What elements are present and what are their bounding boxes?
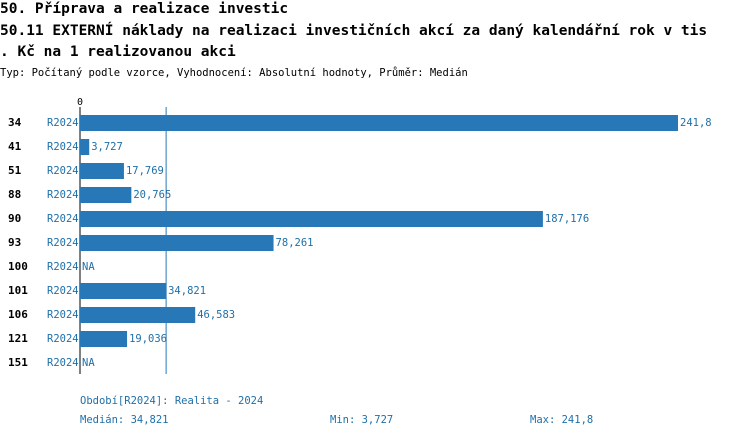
footer-median: Medián: 34,821	[80, 414, 169, 426]
value-label: 46,583	[197, 309, 235, 321]
value-label: 187,176	[545, 213, 589, 225]
footer-max: Max: 241,8	[530, 414, 593, 426]
series-label: R2024	[47, 213, 79, 225]
value-label: 19,036	[129, 333, 167, 345]
category-label: 121	[8, 332, 28, 345]
category-label: 101	[8, 284, 28, 297]
series-label: R2024	[47, 165, 79, 177]
category-label: 100	[8, 260, 28, 273]
bar	[80, 307, 196, 323]
bar	[80, 331, 128, 347]
bar	[80, 283, 167, 299]
x-tick-label: 0	[77, 97, 83, 108]
series-label: R2024	[47, 309, 79, 321]
value-label: 34,821	[168, 285, 206, 297]
series-label: R2024	[47, 285, 79, 297]
chart-title: . Kč na 1 realizovanou akci	[0, 44, 236, 60]
bar	[80, 187, 132, 203]
value-label: 17,769	[126, 165, 164, 177]
series-label: R2024	[47, 333, 79, 345]
value-label: 3,727	[91, 141, 123, 153]
series-label: R2024	[47, 357, 79, 369]
value-label: 241,8	[680, 117, 712, 129]
category-label: 34	[8, 116, 22, 129]
chart-title: 50.11 EXTERNÍ náklady na realizaci inves…	[0, 22, 707, 39]
footer-min: Min: 3,727	[330, 414, 393, 426]
bar	[80, 235, 274, 251]
category-label: 93	[8, 236, 21, 249]
chart-subtitle: Typ: Počítaný podle vzorce, Vyhodnocení:…	[0, 67, 468, 79]
category-label: 106	[8, 308, 28, 321]
bar	[80, 163, 124, 179]
series-label: R2024	[47, 117, 79, 129]
value-label: 20,765	[133, 189, 171, 201]
category-label: 88	[8, 188, 21, 201]
series-label: R2024	[47, 141, 79, 153]
bar	[80, 211, 543, 227]
series-label: R2024	[47, 189, 79, 201]
category-label: 90	[8, 212, 21, 225]
category-label: 41	[8, 140, 22, 153]
chart-title: 50. Příprava a realizace investic	[0, 1, 288, 17]
bar	[80, 115, 678, 131]
category-label: 151	[8, 356, 28, 369]
bar	[80, 139, 90, 155]
value-label: NA	[82, 261, 95, 273]
value-label: NA	[82, 357, 95, 369]
category-label: 51	[8, 164, 22, 177]
footer-period: Období[R2024]: Realita - 2024	[80, 395, 263, 407]
value-label: 78,261	[276, 237, 314, 249]
series-label: R2024	[47, 237, 79, 249]
series-label: R2024	[47, 261, 79, 273]
